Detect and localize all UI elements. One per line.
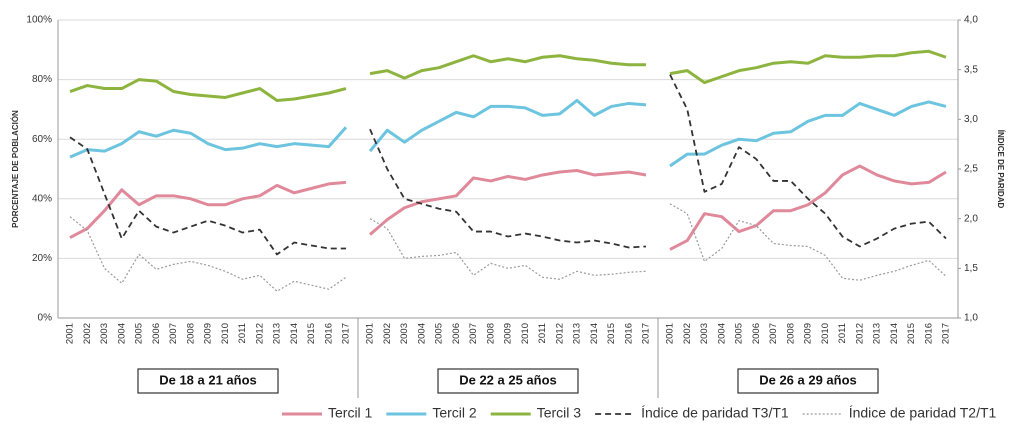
x-tick-label: 2003 [699, 323, 710, 344]
x-tick-label: 2009 [503, 323, 514, 344]
y2-tick-label: 2,0 [964, 213, 978, 224]
y2-tick-label: 1,0 [964, 313, 978, 324]
x-tick-label: 2011 [537, 323, 548, 343]
legend-label: Tercil 1 [328, 405, 373, 421]
legend-label: Índice de paridad T2/T1 [849, 405, 997, 421]
y2-tick-label: 1,5 [964, 263, 978, 274]
y-tick-label: 60% [32, 134, 52, 145]
x-tick-label: 2012 [554, 323, 565, 344]
series-line [69, 78, 347, 102]
x-tick-label: 2012 [254, 323, 265, 344]
x-tick-label: 2008 [185, 323, 196, 344]
x-tick-label: 2006 [451, 323, 462, 344]
x-tick-label: 2003 [99, 323, 110, 344]
x-tick-label: 2001 [665, 323, 676, 344]
x-tick-label: 2004 [716, 323, 727, 344]
series-line [369, 218, 647, 280]
x-tick-label: 2005 [134, 323, 145, 344]
x-tick-label: 2013 [872, 323, 883, 344]
y2-axis-title: ÍNDICE DE PARIDAD [996, 130, 1005, 209]
x-tick-label: 2013 [572, 323, 583, 344]
y2-tick-label: 2,5 [964, 164, 978, 175]
series-line [69, 180, 347, 239]
legend-label: Tercil 3 [537, 405, 582, 421]
x-tick-label: 2016 [623, 323, 634, 344]
y-tick-label: 0% [38, 313, 53, 324]
x-tick-label: 2016 [923, 323, 934, 344]
x-tick-label: 2008 [485, 323, 496, 344]
x-tick-label: 2011 [237, 323, 248, 343]
x-tick-label: 2014 [889, 323, 900, 344]
x-tick-label: 2015 [306, 323, 317, 344]
x-tick-label: 2005 [434, 323, 445, 344]
panel-label-box [737, 368, 879, 394]
x-tick-label: 2006 [751, 323, 762, 344]
series-line [69, 216, 347, 292]
series-line [369, 168, 647, 236]
x-tick-label: 2010 [820, 323, 831, 344]
series-line [669, 164, 947, 251]
x-tick-label: 2004 [416, 323, 427, 344]
series-line [669, 49, 947, 85]
series-line [368, 98, 647, 153]
y-tick-label: 40% [32, 193, 52, 204]
x-tick-label: 2015 [606, 323, 617, 344]
x-tick-label: 2007 [768, 323, 779, 344]
panel-title: De 22 a 25 años [459, 372, 557, 387]
x-tick-label: 2017 [941, 323, 952, 344]
x-tick-label: 2017 [641, 323, 652, 344]
x-tick-label: 2009 [203, 323, 214, 344]
y-tick-label: 100% [26, 15, 52, 26]
x-tick-label: 2007 [468, 323, 479, 344]
y-axis-title: PORCENTAJE DE POBLACIÓN [11, 110, 20, 228]
x-tick-label: 2015 [906, 323, 917, 344]
x-tick-label: 2007 [168, 323, 179, 344]
x-tick-label: 2004 [116, 323, 127, 344]
x-tick-label: 2001 [65, 323, 76, 344]
series-line [369, 54, 646, 80]
series-line [69, 136, 346, 256]
series-line [69, 126, 348, 159]
y2-tick-label: 3,5 [964, 64, 978, 75]
panel-label-box [437, 368, 579, 394]
legend-label: Índice de paridad T3/T1 [641, 405, 789, 421]
x-tick-label: 2010 [520, 323, 531, 344]
x-tick-label: 2002 [82, 323, 93, 344]
x-tick-label: 2006 [151, 323, 162, 344]
y2-tick-label: 3,0 [964, 114, 978, 125]
x-tick-label: 2010 [220, 323, 231, 344]
x-tick-label: 2001 [365, 323, 376, 344]
panel-title: De 26 a 29 años [759, 372, 857, 387]
y2-tick-label: 4,0 [964, 15, 978, 26]
x-tick-label: 2014 [589, 323, 600, 344]
series-line [669, 74, 947, 248]
x-tick-label: 2005 [734, 323, 745, 344]
series-line [369, 128, 647, 249]
x-tick-label: 2012 [854, 323, 865, 344]
y-tick-label: 80% [32, 74, 52, 85]
panel-title: De 18 a 21 años [159, 372, 257, 387]
x-tick-label: 2003 [399, 323, 410, 344]
x-tick-label: 2014 [289, 323, 300, 344]
x-tick-label: 2008 [785, 323, 796, 344]
x-tick-label: 2002 [682, 323, 693, 344]
x-tick-label: 2016 [323, 323, 334, 344]
x-tick-label: 2009 [803, 323, 814, 344]
x-tick-label: 2002 [382, 323, 393, 344]
x-tick-label: 2011 [837, 323, 848, 343]
x-tick-label: 2017 [341, 323, 352, 344]
x-tick-label: 2013 [272, 323, 283, 344]
series-line [669, 203, 947, 281]
panel-label-box [137, 368, 279, 394]
legend-label: Tercil 2 [432, 405, 477, 421]
y-tick-label: 20% [32, 253, 52, 264]
series-line [669, 100, 947, 168]
